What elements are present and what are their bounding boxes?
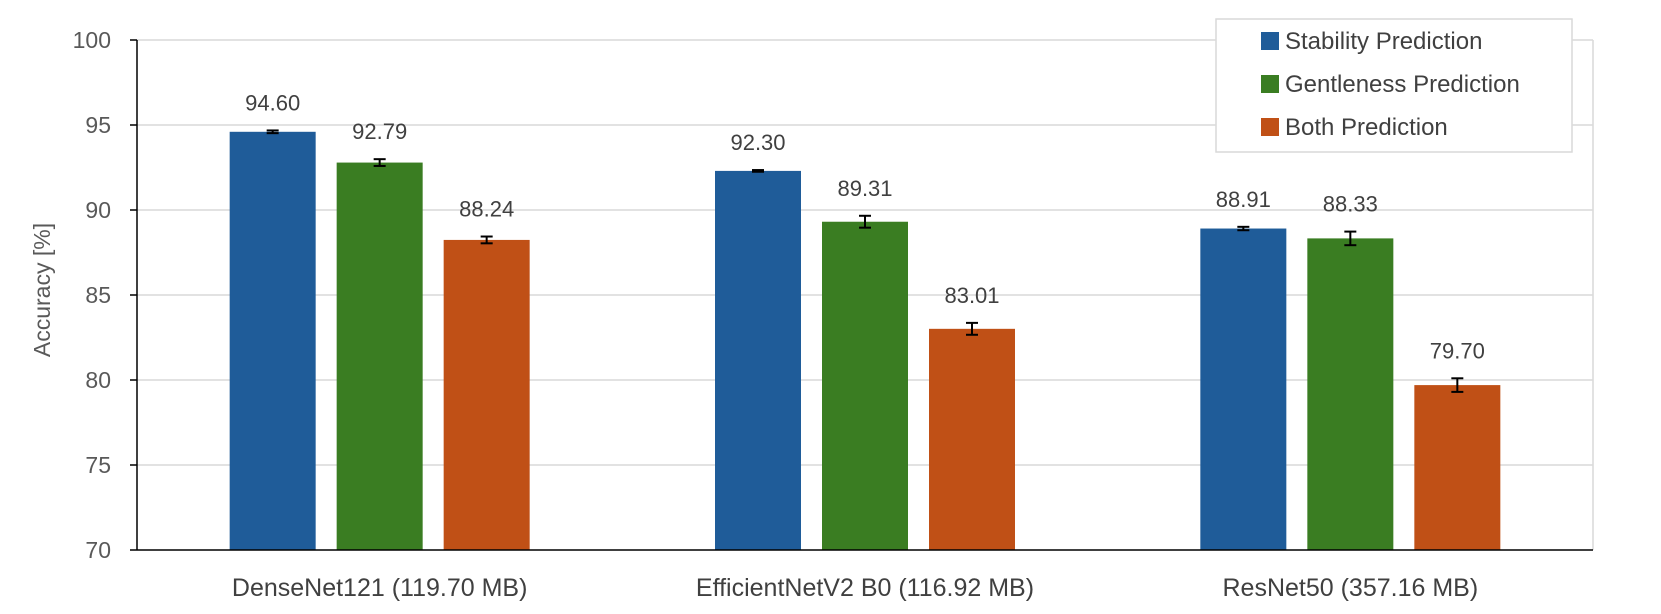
bar xyxy=(443,239,530,551)
y-axis-label: Accuracy [%] xyxy=(29,223,55,357)
x-category-label: DenseNet121 (119.70 MB) xyxy=(232,574,528,602)
data-label: 92.79 xyxy=(352,119,407,144)
y-tick-label: 80 xyxy=(85,367,111,393)
bar xyxy=(1200,228,1287,550)
y-tick-label: 75 xyxy=(85,452,111,478)
y-tick-label: 90 xyxy=(85,197,111,223)
legend-swatch xyxy=(1261,118,1279,136)
data-label: 92.30 xyxy=(730,130,785,155)
data-label: 89.31 xyxy=(837,176,892,201)
bar xyxy=(822,221,908,551)
x-category-label: ResNet50 (357.16 MB) xyxy=(1222,574,1478,602)
data-label: 94.60 xyxy=(245,90,300,115)
bar xyxy=(336,162,423,550)
data-label: 88.24 xyxy=(459,197,514,222)
legend-label: Gentleness Prediction xyxy=(1285,71,1520,98)
y-tick-label: 70 xyxy=(85,537,111,563)
bar xyxy=(715,170,801,550)
legend-label: Both Prediction xyxy=(1285,114,1448,141)
y-tick-label: 100 xyxy=(73,27,111,53)
data-label: 88.91 xyxy=(1216,187,1271,212)
data-label: 88.33 xyxy=(1323,192,1378,217)
bar xyxy=(1307,238,1394,550)
legend-swatch xyxy=(1261,32,1279,50)
data-label: 83.01 xyxy=(944,283,999,308)
legend-label: Stability Prediction xyxy=(1285,28,1482,55)
bar xyxy=(1414,385,1501,550)
data-label: 79.70 xyxy=(1430,338,1485,363)
bar xyxy=(229,131,316,551)
y-tick-label: 95 xyxy=(85,112,111,138)
bar xyxy=(929,328,1015,550)
legend-swatch xyxy=(1261,75,1279,93)
legend: Stability Prediction Gentleness Predictio… xyxy=(1215,18,1573,153)
x-category-label: EfficientNetV2 B0 (116.92 MB) xyxy=(696,574,1034,602)
y-tick-label: 85 xyxy=(85,282,111,308)
